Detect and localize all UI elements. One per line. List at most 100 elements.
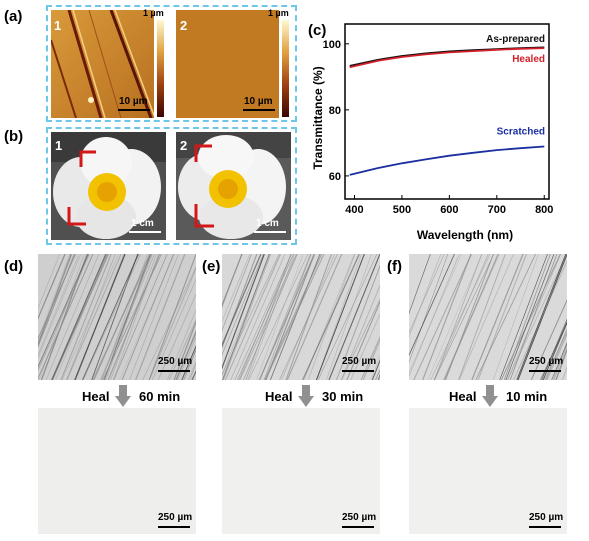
scratch-streak bbox=[409, 254, 445, 334]
scratch-streak bbox=[148, 267, 196, 380]
scratch-streak bbox=[433, 254, 489, 380]
scratch-streak bbox=[516, 254, 567, 380]
heal-label-d: Heal bbox=[82, 389, 110, 404]
scratch-streak bbox=[222, 254, 280, 377]
scratch-streak bbox=[434, 254, 494, 380]
scratch-streak bbox=[55, 254, 107, 380]
legend-label-as-prepared: As-prepared bbox=[486, 34, 545, 45]
scratch-streak bbox=[105, 254, 152, 380]
scratch-streak bbox=[553, 344, 567, 380]
scratch-streak bbox=[286, 254, 343, 380]
down-arrow-icon bbox=[298, 385, 314, 407]
heal-time-e: 30 min bbox=[322, 389, 364, 404]
micrograph-d-healed-scale-label: 250 µm bbox=[158, 512, 193, 523]
heal-time-d: 60 min bbox=[139, 389, 181, 404]
afm-2-colorbar-max-label: 1 µm bbox=[268, 8, 289, 18]
scratch-streak bbox=[223, 254, 272, 380]
transmittance-chart: 400 500 600 700 800 60 80 100 As-prepared Healed… bbox=[311, 23, 553, 242]
scratch-streak bbox=[546, 332, 567, 380]
scratch-streak bbox=[427, 254, 483, 380]
panel-a-label: (a) bbox=[4, 8, 23, 25]
legend-label-scratched: Scratched bbox=[497, 127, 545, 138]
scratch-streak bbox=[222, 254, 251, 323]
scratch-streak bbox=[544, 329, 567, 380]
scratch-streak bbox=[61, 254, 119, 380]
flower-1-scale-label: 1 cm bbox=[131, 218, 154, 229]
chart-x-axis-label: Wavelength (nm) bbox=[417, 228, 513, 242]
scratch-streak bbox=[517, 254, 567, 380]
scratch-streak bbox=[60, 254, 112, 380]
scratch-streak bbox=[264, 254, 325, 380]
heal-label-e: Heal bbox=[265, 389, 293, 404]
scratch-streak bbox=[430, 254, 491, 380]
scratch-streak bbox=[38, 254, 80, 357]
series-line-healed bbox=[349, 47, 545, 69]
scratch-streak bbox=[413, 254, 472, 380]
scratch-streak bbox=[74, 254, 126, 380]
scratch-streak bbox=[121, 254, 175, 380]
y-tick-label: 100 bbox=[323, 39, 341, 51]
afm-image-2-number: 2 bbox=[180, 18, 188, 33]
scratch-streak bbox=[110, 254, 157, 380]
scratch-streak bbox=[81, 254, 140, 380]
scratch-streak bbox=[222, 254, 264, 356]
micrograph-f-healed-scale-label: 250 µm bbox=[529, 512, 564, 523]
afm-1-scale-label: 10 µm bbox=[119, 96, 148, 107]
scratch-streak bbox=[151, 278, 196, 380]
scratch-streak bbox=[168, 318, 196, 380]
scratch-streak bbox=[458, 254, 514, 380]
scratch-streak bbox=[234, 254, 292, 380]
panel-f-label: (f) bbox=[387, 258, 402, 275]
scratch-streak bbox=[245, 254, 292, 380]
afm-2-scale-bar bbox=[243, 109, 275, 111]
micrograph-f-scratched: 250 µm bbox=[409, 254, 567, 380]
heal-label-f: Heal bbox=[449, 389, 477, 404]
flower-1-scale-bar bbox=[129, 231, 161, 233]
scratch-streak bbox=[505, 254, 555, 380]
scratch-streak bbox=[541, 318, 567, 380]
down-arrow-icon bbox=[482, 385, 498, 407]
flower-2-scale-label: 1 cm bbox=[256, 218, 279, 229]
legend-label-healed: Healed bbox=[512, 54, 545, 65]
micrograph-f-scale-label: 250 µm bbox=[529, 356, 564, 367]
scratch-streak bbox=[317, 254, 378, 380]
x-tick-label: 800 bbox=[535, 204, 553, 216]
scratch-streak bbox=[303, 254, 355, 380]
scratch-streak bbox=[507, 254, 561, 380]
afm-scratch-lines bbox=[51, 10, 154, 118]
scratch-streak bbox=[542, 321, 567, 380]
scratch-streak bbox=[93, 254, 151, 380]
afm-image-healed: 2 10 µm bbox=[176, 10, 279, 118]
scratch-streak bbox=[307, 254, 356, 380]
scratch-streak bbox=[40, 254, 88, 380]
micrograph-d-scale-label: 250 µm bbox=[158, 356, 193, 367]
heal-time-f: 10 min bbox=[506, 389, 548, 404]
scratch-streak bbox=[263, 254, 312, 380]
scratch-streak bbox=[409, 254, 455, 357]
afm-2-scale-label: 10 µm bbox=[244, 96, 273, 107]
scratch-streak bbox=[285, 254, 332, 380]
scratch-streak bbox=[409, 254, 431, 315]
scratch-streak bbox=[222, 254, 270, 380]
scratch-streak bbox=[38, 254, 72, 347]
panel-b-label: (b) bbox=[4, 128, 24, 145]
panel-a-frame bbox=[46, 5, 297, 122]
scratch-streak bbox=[341, 298, 380, 380]
scratch-streak bbox=[39, 254, 85, 380]
scratch-streaks-e bbox=[222, 254, 380, 380]
scratch-streak bbox=[119, 254, 175, 380]
scratch-streak bbox=[445, 254, 494, 380]
scratch-streak bbox=[177, 336, 196, 380]
scratch-streak bbox=[38, 254, 90, 372]
micrograph-e-healed: 250 µm bbox=[222, 408, 380, 534]
scratch-streak bbox=[66, 254, 116, 380]
scratch-streak bbox=[471, 254, 524, 380]
scratch-streak bbox=[370, 355, 380, 380]
scratch-streak bbox=[248, 254, 309, 380]
scratch-streak bbox=[51, 254, 107, 380]
scratch-streak bbox=[167, 309, 196, 380]
micrograph-e-scale-bar bbox=[342, 370, 374, 372]
x-tick-label: 500 bbox=[393, 204, 411, 216]
flower-2-illustration bbox=[176, 132, 291, 240]
scratch-streak bbox=[265, 254, 316, 380]
